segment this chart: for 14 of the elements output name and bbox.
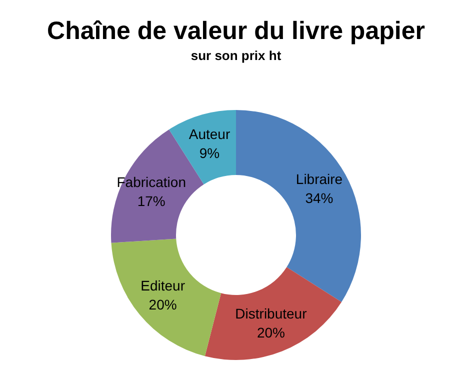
chart-subtitle: sur son prix ht [190, 48, 282, 63]
data-label: 20% [256, 324, 285, 340]
slice-label: Editeur [140, 278, 186, 294]
donut-slice [111, 238, 222, 356]
donut-slice [236, 110, 361, 302]
slice-label: Libraire [296, 171, 343, 188]
donut-slice [204, 267, 342, 360]
slice-label: Distributeur [235, 305, 308, 322]
data-label: 17% [137, 192, 166, 209]
chart-title: Chaîne de valeur du livre papier [47, 17, 426, 45]
data-label: 20% [148, 296, 177, 313]
data-label: 34% [305, 190, 334, 206]
data-label: 9% [199, 144, 220, 161]
slice-label: Auteur [188, 126, 230, 142]
